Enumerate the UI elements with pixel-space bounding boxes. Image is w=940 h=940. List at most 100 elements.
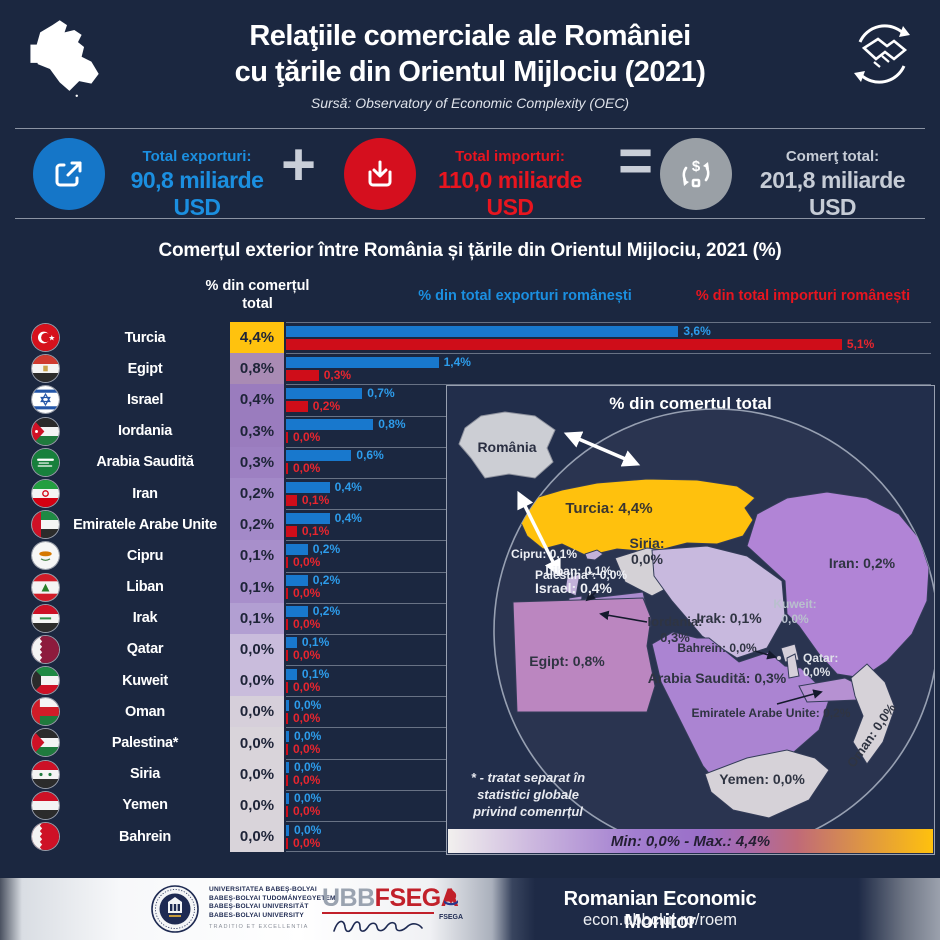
import-bar (286, 588, 288, 600)
import-bar (286, 775, 288, 787)
total-share-cell: 0,0% (230, 696, 284, 728)
bars-group: 0,1% 0,0% (286, 665, 934, 696)
total-label: Comerţ total: (785, 148, 880, 165)
flag-iordania-icon (32, 417, 59, 445)
country-name: Israel (126, 391, 164, 408)
countries-layer (502, 478, 930, 819)
divider-top (15, 128, 925, 129)
export-bar (286, 356, 439, 368)
total-share-cell: 0,0% (230, 633, 284, 666)
export-bar (286, 606, 308, 618)
total-share-cell: 4,4% (230, 322, 284, 354)
romania-label: România (477, 439, 536, 455)
exports-stat: Total exporturi: 90,8 miliarde USD (112, 148, 282, 221)
export-bar (286, 668, 297, 680)
fsega-crest-label: FSEGA (438, 914, 464, 921)
export-bar-label: 0,2% (312, 604, 341, 619)
imports-label: Total importuri: (455, 148, 565, 165)
middle-east-map-icon (28, 14, 106, 107)
import-bar-label: 5,1% (846, 336, 875, 351)
brand-title: Romanian Economic Monitor (563, 888, 757, 933)
imports-value: 110,0 miliarde USD (438, 167, 582, 220)
map-label-palestina: Palestina*: 0,0% (535, 568, 627, 582)
import-bar (286, 338, 842, 350)
map-country-egipt (512, 597, 656, 713)
university-name-block: UNIVERSITATEA BABEŞ-BOLYAI BABEŞ-BOLYAI … (209, 886, 336, 920)
country-name: Irak (132, 610, 158, 627)
total-value: 201,8 miliarde USD (759, 167, 906, 220)
fsega-crest-icon: FSEGA (438, 886, 464, 921)
total-share-cell: 0,8% (230, 353, 284, 385)
export-bar-label: 0,0% (294, 760, 322, 775)
export-bar-label: 0,0% (294, 697, 322, 712)
export-bar-label: 0,2% (312, 573, 341, 588)
university-name-hu: BABEŞ-BOLYAI TUDOMÁNYEGYETEM (209, 894, 336, 902)
import-bar-label: 0,0% (293, 679, 321, 694)
university-seal-icon (151, 885, 199, 938)
bars-group: 0,2% 0,0% (286, 603, 934, 634)
source-note: Sursă: Observatory of Economic Complexit… (310, 95, 630, 111)
map-title: % din comerțul total (609, 394, 772, 413)
exports-value: 90,8 miliarde USD (130, 167, 264, 220)
country-name: Oman (125, 703, 165, 720)
import-bar (286, 650, 288, 662)
export-bar-label: 3,6% (683, 323, 711, 338)
import-bar (286, 525, 297, 537)
flag-iran-icon (32, 479, 59, 507)
total-share-cell: 0,1% (230, 540, 284, 572)
bars-group: 0,0% 0,0% (286, 696, 934, 727)
import-bar (286, 712, 288, 724)
map-labels-layer: Turcia: 4,4% Siria: 0,0% Cipru: 0,1% Liban: … (511, 500, 899, 787)
imports-stat: Total importuri: 110,0 miliarde USD (420, 148, 600, 221)
university-motto: TRADITIO ET EXCELLENTIA (209, 924, 309, 930)
import-bar (286, 369, 319, 381)
country-name: Bahrein (119, 828, 171, 845)
ubb-fsega-logo: UBBFSEGA (322, 884, 459, 913)
export-bar-label: 0,1% (301, 666, 330, 681)
import-bar-label: 0,0% (293, 835, 321, 850)
flag-oman-icon (32, 698, 59, 726)
bars-group: 0,4% 0,1% (286, 509, 934, 540)
total-share-cell: 0,0% (230, 789, 284, 821)
total-share-cell: 0,2% (230, 477, 284, 510)
total-share-cell: 0,3% (230, 446, 284, 478)
middle-east-choropleth-map: România Turcia: 4,4% Siria: 0,0% Cipru: 0,1… (458, 408, 934, 829)
bars-group: 0,0% 0,0% (286, 790, 934, 821)
map-footnote: * - tratat separat în statistici globale… (453, 769, 603, 820)
flag-yemen-icon (32, 791, 59, 819)
export-bar-label: 0,0% (294, 791, 322, 806)
cursive-signature-icon (333, 920, 423, 933)
map-country-bahrein (776, 655, 782, 661)
exports-icon (33, 138, 105, 210)
bars-group: 0,7% 0,2% (286, 384, 934, 415)
exports-label: Total exporturi: (142, 148, 252, 165)
country-name: Kuweit (122, 672, 168, 689)
export-bar-label: 0,6% (356, 448, 384, 463)
export-bar-label: 0,0% (294, 729, 322, 744)
map-label-liban: Liban: 0,1% (545, 564, 612, 578)
map-footnote-line2: statistici globale (477, 787, 579, 802)
import-bar-label: 0,0% (293, 648, 321, 663)
export-bar-label: 0,7% (367, 385, 395, 400)
country-name: Cipru (126, 547, 164, 564)
import-bar (286, 744, 288, 756)
country-name: Iordania (118, 423, 172, 440)
trade-arrow-1 (563, 431, 641, 467)
import-bar (286, 432, 288, 444)
total-share-cell: 0,3% (230, 415, 284, 447)
export-bar (286, 543, 308, 555)
total-share-cell: 0,1% (230, 602, 284, 634)
map-country-qatar (786, 653, 800, 679)
equals-operator: = (618, 127, 654, 194)
import-bar-label: 0,0% (293, 617, 321, 632)
total-share-cell: 0,2% (230, 509, 284, 541)
map-label-eau: Emiratele Arabe Unite: 0,2% (692, 706, 851, 720)
export-bar (286, 387, 363, 399)
total-share-cell: 0,0% (230, 758, 284, 790)
import-bar (286, 400, 308, 412)
trade-arrow-2 (517, 490, 561, 578)
export-bar (286, 575, 308, 587)
export-bar (286, 450, 352, 462)
import-bar-label: 0,0% (293, 554, 321, 569)
map-country-liban (564, 573, 581, 597)
